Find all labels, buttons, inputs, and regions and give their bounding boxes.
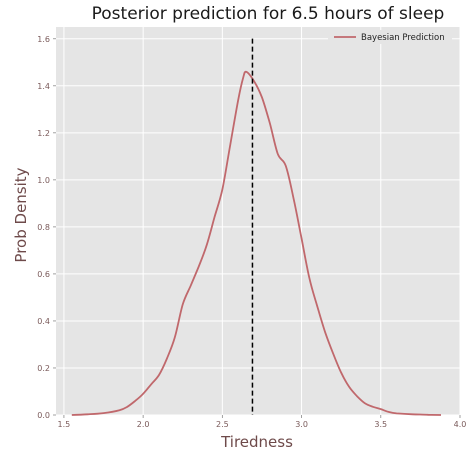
x-tick-label: 3.0 bbox=[295, 420, 308, 429]
y-tick-label: 0.4 bbox=[37, 317, 50, 326]
legend-box bbox=[328, 30, 452, 44]
y-tick-label: 1.6 bbox=[37, 35, 50, 44]
y-tick-label: 0.6 bbox=[37, 270, 50, 279]
y-tick-label: 1.2 bbox=[37, 129, 50, 138]
x-tick-label: 4.0 bbox=[454, 420, 467, 429]
y-tick-label: 0.8 bbox=[37, 223, 50, 232]
y-tick-label: 1.0 bbox=[37, 176, 50, 185]
y-tick-label: 0.2 bbox=[37, 364, 50, 373]
chart-title: Posterior prediction for 6.5 hours of sl… bbox=[92, 4, 445, 24]
y-axis-label: Prob Density bbox=[12, 167, 30, 262]
plot-area bbox=[56, 27, 460, 415]
x-tick-label: 2.0 bbox=[137, 420, 150, 429]
y-tick-label: 1.4 bbox=[37, 82, 50, 91]
x-tick-label: 2.5 bbox=[216, 420, 229, 429]
x-axis-label: Tiredness bbox=[220, 433, 293, 451]
density-curve bbox=[71, 70, 442, 416]
y-tick-label: 0.0 bbox=[37, 411, 50, 420]
x-tick-label: 1.5 bbox=[58, 420, 71, 429]
x-tick-label: 3.5 bbox=[374, 420, 387, 429]
legend-entry-label: Bayesian Prediction bbox=[361, 33, 445, 43]
chart-legend: Bayesian Prediction bbox=[328, 30, 452, 44]
